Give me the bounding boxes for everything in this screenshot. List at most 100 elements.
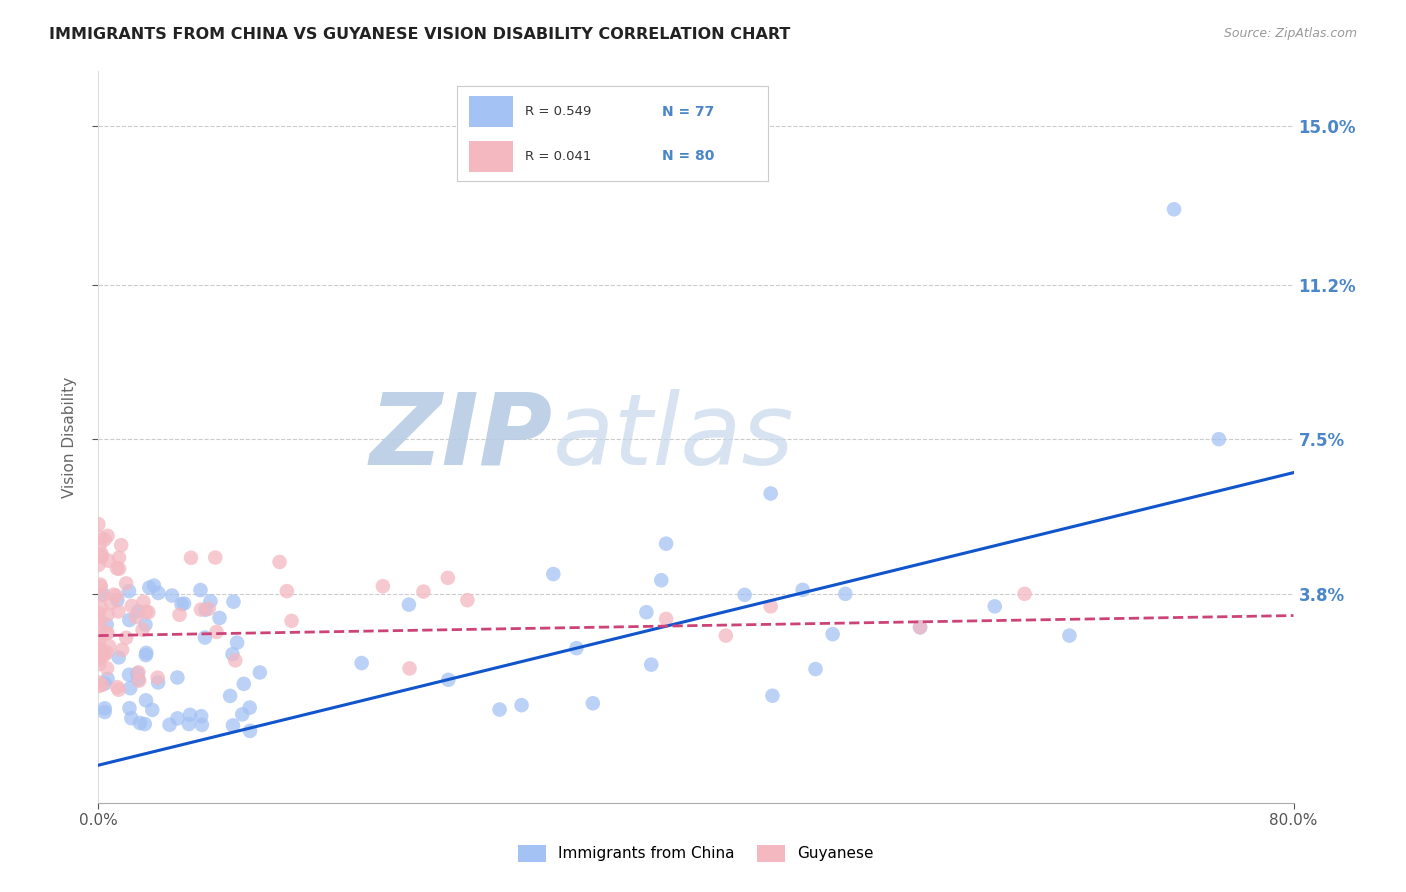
Point xyxy=(437,673,460,687)
Point xyxy=(350,656,373,670)
Point xyxy=(87,606,110,620)
Point xyxy=(89,549,111,564)
Point xyxy=(115,631,138,645)
Point xyxy=(804,662,827,676)
Point xyxy=(97,607,120,622)
Point xyxy=(146,671,169,685)
Point xyxy=(821,627,844,641)
Point xyxy=(105,589,128,603)
Point xyxy=(792,582,814,597)
Point xyxy=(1208,432,1230,446)
Point xyxy=(714,629,737,643)
Point xyxy=(759,486,782,500)
Point xyxy=(131,623,153,637)
Point xyxy=(208,611,231,625)
Point xyxy=(96,645,118,659)
Point xyxy=(87,644,110,658)
Point xyxy=(200,594,222,608)
Point xyxy=(90,648,112,662)
Point xyxy=(87,649,110,664)
Point xyxy=(108,562,131,576)
Point xyxy=(276,584,298,599)
Point xyxy=(170,597,193,611)
Point xyxy=(100,596,122,610)
Point xyxy=(120,711,142,725)
Point xyxy=(90,547,112,561)
Point xyxy=(222,595,245,609)
Point xyxy=(96,617,118,632)
Point xyxy=(107,605,129,619)
Point xyxy=(239,700,262,714)
Point xyxy=(194,602,217,616)
Point xyxy=(90,588,112,602)
Point xyxy=(90,642,112,657)
Point xyxy=(89,657,111,671)
Point xyxy=(127,665,149,680)
Point xyxy=(135,648,157,662)
Point xyxy=(121,599,143,613)
Point xyxy=(87,642,110,657)
Point xyxy=(398,661,420,675)
Point xyxy=(437,571,460,585)
Point xyxy=(190,602,212,616)
Point xyxy=(142,578,165,592)
Point xyxy=(159,718,181,732)
Text: ZIP: ZIP xyxy=(370,389,553,485)
Point xyxy=(269,555,291,569)
Point xyxy=(190,709,212,723)
Point xyxy=(89,530,111,544)
Point xyxy=(636,605,658,619)
Point xyxy=(908,620,931,634)
Point xyxy=(118,613,141,627)
Point xyxy=(90,600,112,615)
Point xyxy=(249,665,271,680)
Point xyxy=(96,626,118,640)
Point xyxy=(488,702,510,716)
Point xyxy=(105,680,128,694)
Point xyxy=(191,718,214,732)
Point xyxy=(115,576,138,591)
Point xyxy=(91,678,114,692)
Point xyxy=(173,597,195,611)
Point xyxy=(89,629,111,643)
Point xyxy=(190,583,212,598)
Point xyxy=(280,614,302,628)
Point xyxy=(138,581,160,595)
Point xyxy=(129,716,152,731)
Point xyxy=(146,675,169,690)
Point xyxy=(177,717,200,731)
Point xyxy=(105,561,128,575)
Point xyxy=(134,717,156,731)
Point xyxy=(135,605,157,619)
Point xyxy=(655,612,678,626)
Text: atlas: atlas xyxy=(553,389,794,485)
Point xyxy=(180,550,202,565)
Point xyxy=(510,698,533,713)
Point xyxy=(179,707,201,722)
Point xyxy=(761,689,783,703)
Point xyxy=(103,588,125,602)
Point xyxy=(412,584,434,599)
Point xyxy=(127,604,149,618)
Point xyxy=(87,637,110,651)
Legend: Immigrants from China, Guyanese: Immigrants from China, Guyanese xyxy=(512,838,880,868)
Point xyxy=(135,693,157,707)
Point xyxy=(96,529,118,543)
Point xyxy=(118,667,141,681)
Point xyxy=(166,711,188,725)
Y-axis label: Vision Disability: Vision Disability xyxy=(62,376,77,498)
Point xyxy=(222,718,245,732)
Point xyxy=(120,681,142,695)
Point xyxy=(834,587,856,601)
Point xyxy=(105,593,128,607)
Text: Source: ZipAtlas.com: Source: ZipAtlas.com xyxy=(1223,27,1357,40)
Point xyxy=(1014,587,1036,601)
Text: IMMIGRANTS FROM CHINA VS GUYANESE VISION DISABILITY CORRELATION CHART: IMMIGRANTS FROM CHINA VS GUYANESE VISION… xyxy=(49,27,790,42)
Point xyxy=(127,666,149,681)
Point xyxy=(118,584,141,599)
Point xyxy=(125,610,148,624)
Point xyxy=(127,673,149,687)
Point xyxy=(110,538,132,552)
Point xyxy=(91,647,114,661)
Point xyxy=(231,707,253,722)
